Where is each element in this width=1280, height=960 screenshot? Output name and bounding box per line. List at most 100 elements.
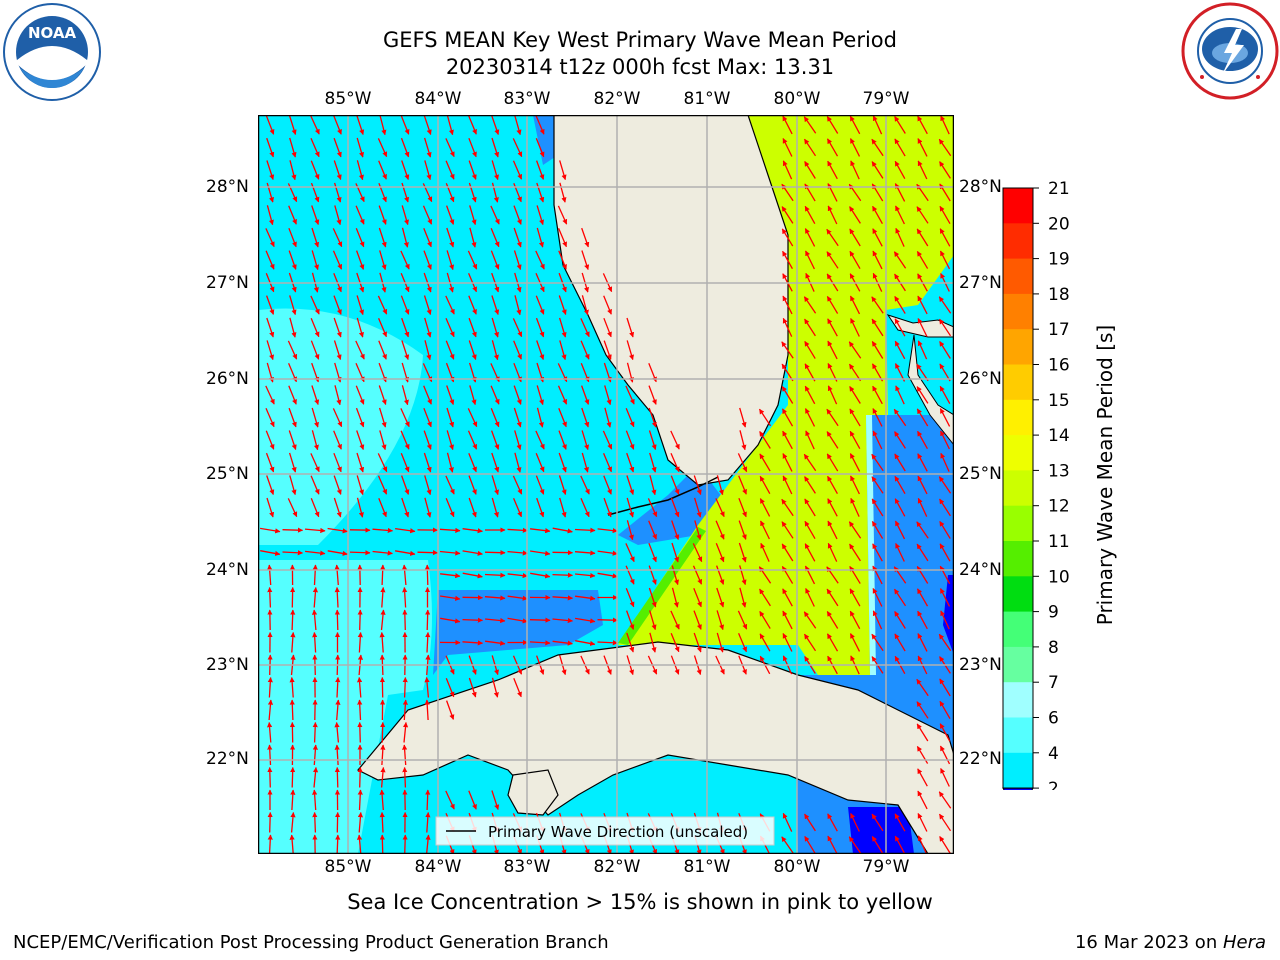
wave-arrow	[507, 617, 528, 624]
wave-arrow	[781, 543, 794, 562]
wave-arrow	[803, 138, 817, 157]
wave-arrow	[715, 542, 725, 563]
wave-arrow	[939, 836, 951, 854]
wave-arrow	[259, 527, 281, 534]
wave-arrow	[310, 138, 320, 158]
lon-label-top-85w: 85°W	[324, 89, 372, 109]
wave-arrow	[290, 789, 296, 811]
wave-arrow	[693, 497, 702, 518]
wave-arrow	[625, 430, 635, 450]
wave-arrow	[512, 138, 523, 158]
wave-arrow	[625, 385, 635, 405]
wave-arrow	[849, 543, 861, 562]
wave-arrow	[738, 542, 747, 563]
wave-arrow	[626, 340, 634, 361]
wave-arrow	[424, 317, 432, 338]
wave-arrow	[938, 813, 952, 832]
wave-arrow	[490, 250, 500, 270]
lon-label-bottom-79w: 79°W	[862, 857, 910, 877]
wave-arrow	[871, 520, 884, 539]
wave-arrow	[871, 813, 884, 832]
wave-arrow	[574, 550, 596, 556]
wave-arrow	[394, 550, 416, 556]
colorbar: 21 20 19 18 17 16 15 14 13 12 11 10 9 8 7 6 4 2	[998, 179, 1078, 818]
colorbar-segment	[1003, 435, 1033, 471]
wave-arrow	[333, 317, 342, 338]
wave-arrow	[356, 115, 365, 135]
wave-arrow	[625, 610, 635, 630]
wave-arrow	[871, 836, 884, 854]
wave-arrow	[446, 115, 454, 136]
wave-arrow	[312, 789, 318, 811]
wave-arrow	[289, 699, 295, 721]
lon-label-bottom-80w: 80°W	[773, 857, 821, 877]
wave-arrow	[916, 408, 929, 427]
wave-arrow	[355, 227, 365, 248]
wave-arrow	[872, 205, 883, 225]
wave-arrow	[938, 791, 952, 809]
wave-arrow	[759, 431, 771, 449]
wave-arrow	[260, 550, 281, 557]
wave-arrow	[355, 205, 365, 225]
wave-arrow	[288, 430, 297, 450]
wave-arrow	[378, 227, 387, 248]
wave-arrow	[648, 542, 657, 563]
wave-arrow	[468, 182, 477, 203]
wave-arrow	[827, 520, 838, 540]
wave-arrow	[552, 640, 573, 646]
wave-arrow	[940, 430, 950, 450]
wave-arrow	[445, 295, 455, 315]
wave-arrow	[781, 498, 794, 517]
colorbar-tick-label: 20	[1048, 214, 1070, 234]
wave-arrow	[738, 633, 747, 653]
wave-arrow	[355, 340, 365, 360]
wave-arrow	[670, 453, 680, 473]
wave-arrow	[805, 588, 815, 607]
wave-arrow	[916, 250, 929, 269]
wave-arrow	[467, 250, 478, 270]
map-title: GEFS MEAN Key West Primary Wave Mean Per…	[383, 28, 897, 52]
wave-arrow	[310, 318, 320, 338]
wave-arrow	[312, 744, 318, 766]
wave-arrow	[804, 835, 816, 854]
wave-arrow	[781, 836, 794, 854]
wave-arrow	[671, 565, 679, 586]
wave-arrow	[803, 116, 817, 134]
wave-arrow	[333, 340, 342, 360]
wave-arrow	[917, 160, 928, 180]
colorbar-segment	[1003, 470, 1033, 507]
wave-arrow	[894, 318, 906, 337]
lat-label-left-27n: 27°N	[206, 273, 249, 293]
wave-arrow	[781, 206, 794, 224]
footer-machine: Hera	[1222, 932, 1266, 953]
wave-arrow	[758, 408, 772, 427]
wave-arrow	[625, 565, 635, 585]
wave-arrow	[356, 475, 364, 496]
wave-arrow	[647, 498, 658, 518]
wave-arrow	[580, 340, 590, 360]
wave-arrow	[491, 340, 499, 361]
wave-arrow	[917, 138, 928, 157]
wave-arrow	[848, 836, 862, 854]
wave-arrow	[626, 452, 635, 473]
wave-arrow	[894, 453, 906, 472]
wave-arrow	[916, 701, 929, 719]
wave-arrow	[490, 205, 500, 225]
wave-arrow	[469, 227, 477, 248]
wave-arrow	[940, 610, 950, 630]
wave-arrow	[512, 475, 523, 495]
wave-arrow	[917, 633, 928, 652]
colorbar-segment	[1003, 399, 1033, 436]
wave-arrow	[490, 385, 500, 405]
colorbar-tick-label: 10	[1048, 567, 1070, 587]
wave-arrow	[872, 588, 883, 607]
wave-arrow	[782, 430, 793, 450]
wave-arrow	[290, 609, 296, 631]
wave-arrow	[849, 115, 861, 135]
wave-arrow	[333, 430, 342, 450]
wave-arrow	[355, 385, 365, 405]
wave-arrow	[462, 528, 483, 534]
colorbar-segment	[1003, 364, 1033, 401]
wave-arrow	[917, 610, 928, 630]
lat-label-right-26n: 26°N	[959, 369, 1002, 389]
